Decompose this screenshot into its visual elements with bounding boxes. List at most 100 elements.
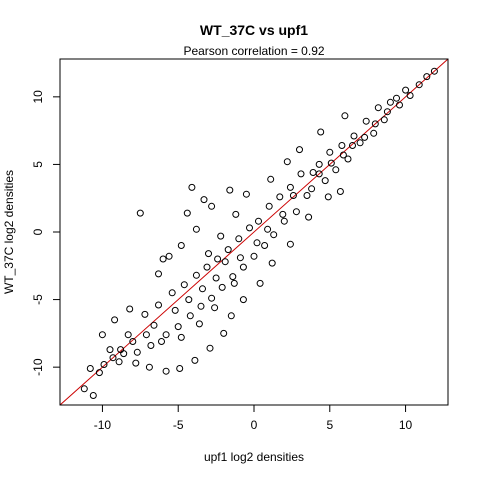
data-point bbox=[106, 346, 114, 354]
data-point bbox=[224, 246, 232, 254]
data-point bbox=[126, 305, 134, 313]
data-point bbox=[339, 151, 347, 159]
data-point bbox=[129, 338, 137, 345]
chart-subtitle: Pearson correlation = 0.92 bbox=[183, 44, 324, 58]
data-point bbox=[286, 240, 294, 248]
data-point bbox=[279, 210, 287, 218]
data-point bbox=[155, 301, 162, 309]
data-point bbox=[336, 188, 344, 195]
data-point bbox=[265, 202, 273, 210]
data-point bbox=[226, 186, 234, 194]
data-point bbox=[214, 255, 222, 263]
data-point bbox=[199, 285, 206, 293]
data-point bbox=[267, 175, 275, 183]
data-point bbox=[264, 225, 272, 233]
data-point bbox=[180, 281, 188, 289]
y-tick-label: -10 bbox=[31, 358, 45, 376]
data-point bbox=[349, 142, 356, 149]
x-axis: -10 -5 0 5 10 bbox=[94, 404, 413, 432]
x-tick-label: 10 bbox=[399, 418, 413, 432]
data-point bbox=[212, 274, 220, 282]
data-point bbox=[177, 333, 185, 341]
data-point bbox=[188, 183, 196, 191]
data-point bbox=[361, 133, 369, 141]
data-point bbox=[338, 142, 346, 149]
data-point bbox=[374, 104, 382, 112]
data-point bbox=[171, 306, 179, 314]
data-point bbox=[165, 252, 173, 260]
data-point bbox=[124, 331, 132, 339]
data-point bbox=[239, 263, 247, 271]
data-point bbox=[205, 250, 212, 258]
data-point bbox=[95, 369, 103, 377]
data-point bbox=[183, 209, 191, 217]
data-point bbox=[239, 296, 247, 304]
data-point bbox=[141, 310, 149, 318]
data-point bbox=[162, 331, 170, 339]
data-point bbox=[185, 296, 193, 304]
data-point bbox=[220, 329, 228, 337]
data-point bbox=[195, 320, 203, 328]
data-point bbox=[305, 213, 313, 221]
x-axis-label: upf1 log2 densities bbox=[204, 450, 304, 464]
data-point bbox=[315, 170, 323, 178]
data-point bbox=[111, 316, 119, 324]
data-point bbox=[276, 193, 284, 201]
data-point bbox=[211, 304, 219, 312]
data-point bbox=[192, 225, 200, 233]
data-point bbox=[332, 166, 340, 174]
data-point bbox=[145, 363, 153, 371]
data-point bbox=[255, 217, 262, 225]
data-point bbox=[136, 209, 144, 217]
data-point bbox=[292, 208, 300, 216]
data-point bbox=[168, 289, 176, 297]
data-point bbox=[246, 224, 253, 232]
data-point bbox=[393, 94, 400, 102]
data-point bbox=[117, 346, 125, 354]
data-point bbox=[176, 365, 184, 372]
data-point bbox=[192, 271, 200, 279]
data-point bbox=[280, 217, 288, 225]
data-point bbox=[315, 160, 323, 168]
data-point bbox=[100, 361, 108, 368]
data-point bbox=[162, 367, 170, 375]
data-point bbox=[98, 331, 106, 339]
data-point bbox=[430, 67, 438, 75]
y-tick-label: 0 bbox=[31, 228, 45, 235]
data-point bbox=[89, 392, 97, 399]
data-point bbox=[396, 101, 403, 109]
data-point bbox=[289, 192, 297, 199]
data-point bbox=[158, 338, 165, 345]
data-point bbox=[150, 321, 158, 329]
x-tick-label: -10 bbox=[94, 418, 112, 432]
data-point bbox=[362, 117, 370, 125]
data-point bbox=[326, 148, 334, 156]
x-tick-label: 5 bbox=[326, 418, 333, 432]
data-point bbox=[177, 242, 185, 249]
data-point bbox=[370, 129, 378, 137]
data-point bbox=[159, 255, 167, 263]
data-point bbox=[221, 258, 229, 266]
data-point bbox=[200, 196, 208, 204]
data-point bbox=[235, 235, 243, 243]
data-point bbox=[227, 312, 235, 320]
data-point bbox=[350, 132, 358, 140]
data-point bbox=[371, 120, 379, 128]
data-point bbox=[230, 279, 238, 287]
data-points bbox=[80, 67, 438, 399]
data-point bbox=[344, 155, 352, 163]
data-point bbox=[286, 183, 294, 191]
y-axis: -10 -5 0 5 10 bbox=[31, 90, 61, 376]
data-point bbox=[253, 239, 261, 247]
data-point bbox=[250, 252, 258, 260]
x-tick-label: 0 bbox=[251, 418, 258, 432]
chart-title: WT_37C vs upf1 bbox=[200, 22, 308, 38]
data-point bbox=[208, 294, 216, 302]
data-point bbox=[155, 270, 162, 278]
data-point bbox=[86, 365, 94, 372]
y-axis-label: WT_37C log2 densities bbox=[2, 170, 16, 294]
data-point bbox=[242, 190, 250, 198]
data-point bbox=[297, 170, 305, 178]
data-point bbox=[406, 92, 414, 99]
